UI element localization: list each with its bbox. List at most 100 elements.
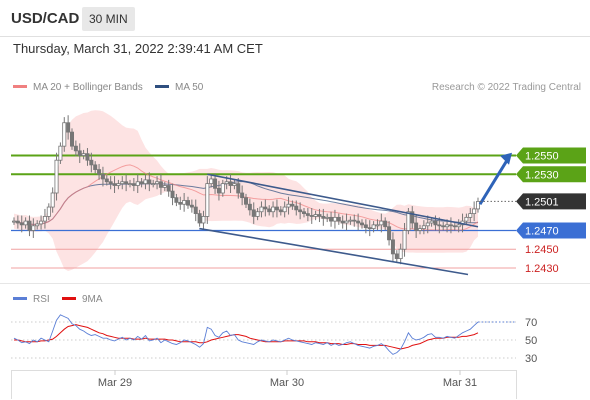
candle-body xyxy=(131,183,136,186)
timeframe-badge[interactable]: 30 MIN xyxy=(82,7,135,31)
candle-body xyxy=(356,220,361,224)
candle-body xyxy=(325,216,330,219)
candle-body xyxy=(398,248,403,259)
candle-body xyxy=(267,208,272,213)
candle-body xyxy=(290,203,295,207)
candle-body xyxy=(286,203,291,208)
candle-body xyxy=(383,220,388,228)
candle-body xyxy=(232,183,237,186)
price-panel: 1.2550 1.2530 1.2470 1.2450 1.2430 1.2501 xyxy=(11,110,586,276)
candle-body xyxy=(445,224,450,228)
candle-body xyxy=(201,216,206,224)
ma9-legend-swatch xyxy=(62,297,76,300)
candle-body xyxy=(50,192,55,208)
candle-body xyxy=(452,225,457,228)
current-price-tag xyxy=(516,193,586,210)
symbol-label: USD/CAD xyxy=(11,10,80,27)
candle-body xyxy=(23,220,28,226)
ma20-legend-swatch xyxy=(13,85,27,88)
level-label-1.2550: 1.2550 xyxy=(525,151,559,163)
candle-body xyxy=(317,214,322,217)
candle-body xyxy=(85,153,90,161)
candle-body xyxy=(174,197,179,203)
candle-body xyxy=(35,223,40,227)
candle-body xyxy=(263,206,268,210)
candle-body xyxy=(371,224,376,229)
rsi-legend-swatch xyxy=(13,297,27,300)
candle-body xyxy=(448,224,453,227)
channel-lower-line xyxy=(199,227,469,276)
candle-body xyxy=(182,200,187,205)
ma9-legend-label: 9MA xyxy=(82,294,103,305)
candle-body xyxy=(472,208,477,215)
candle-body xyxy=(464,216,469,222)
candle-body xyxy=(421,225,426,230)
candle-body xyxy=(97,169,102,175)
candle-body xyxy=(54,159,59,194)
candle-body xyxy=(475,201,480,210)
candle-body xyxy=(100,173,105,180)
projection-arrow-head xyxy=(500,152,512,165)
candle-body xyxy=(220,183,225,194)
candle-body xyxy=(255,211,260,217)
candle-body xyxy=(89,159,94,166)
candle-body xyxy=(441,225,446,228)
candle-body xyxy=(240,192,245,199)
candle-body xyxy=(112,183,117,186)
candle-body xyxy=(305,213,310,216)
candle-body xyxy=(228,181,233,186)
candle-body xyxy=(39,220,44,225)
candle-body xyxy=(139,181,144,185)
rsi-tick-label-70: 70 xyxy=(525,317,537,329)
candle-body xyxy=(309,215,314,217)
chart-header: USD/CAD 30 MIN xyxy=(0,0,590,37)
chart-datetime: Thursday, March 31, 2022 2:39:41 AM CET xyxy=(13,41,263,56)
candle-body xyxy=(298,209,303,213)
candle-body xyxy=(348,219,353,222)
candle-body xyxy=(77,150,82,156)
candle-body xyxy=(93,164,98,170)
candle-body xyxy=(170,190,175,199)
candle-body xyxy=(15,220,20,224)
candle-body xyxy=(278,209,283,213)
level-label-1.2430: 1.2430 xyxy=(525,263,559,275)
candle-body xyxy=(224,181,229,185)
candle-body xyxy=(162,185,167,188)
candle-body xyxy=(66,122,71,133)
x-tick-label: Mar 29 xyxy=(98,377,132,389)
level-tag-1.2470 xyxy=(516,222,586,239)
candle-body xyxy=(352,219,357,222)
candle-body xyxy=(120,181,125,185)
candle-body xyxy=(216,187,221,194)
candle-body xyxy=(329,216,334,222)
candle-body xyxy=(189,204,194,208)
candle-body xyxy=(193,206,198,215)
candle-body xyxy=(340,220,345,224)
candle-body xyxy=(336,216,341,222)
candle-body xyxy=(390,239,395,255)
research-credit: Research © 2022 Trading Central xyxy=(432,82,581,93)
current-price-label: 1.2501 xyxy=(525,196,559,208)
candle-body xyxy=(19,222,24,226)
candle-body xyxy=(104,178,109,183)
candle-body xyxy=(158,181,163,188)
candle-body xyxy=(135,181,140,186)
candle-body xyxy=(108,181,113,185)
candle-body xyxy=(147,179,152,185)
level-label-1.2470: 1.2470 xyxy=(525,225,559,237)
candle-body xyxy=(178,201,183,205)
candle-body xyxy=(332,216,337,222)
level-tag-1.2530 xyxy=(516,166,586,183)
candle-body xyxy=(402,230,407,250)
candle-body xyxy=(274,206,279,211)
candle-body xyxy=(236,183,241,194)
candle-body xyxy=(243,197,248,205)
level-label-1.2450: 1.2450 xyxy=(525,244,559,256)
candle-body xyxy=(155,181,160,185)
candle-body xyxy=(213,178,218,189)
candle-body xyxy=(143,179,148,185)
rsi-panel: 70 50 30 xyxy=(11,314,537,365)
candle-body xyxy=(394,253,399,259)
candle-body xyxy=(425,222,430,227)
